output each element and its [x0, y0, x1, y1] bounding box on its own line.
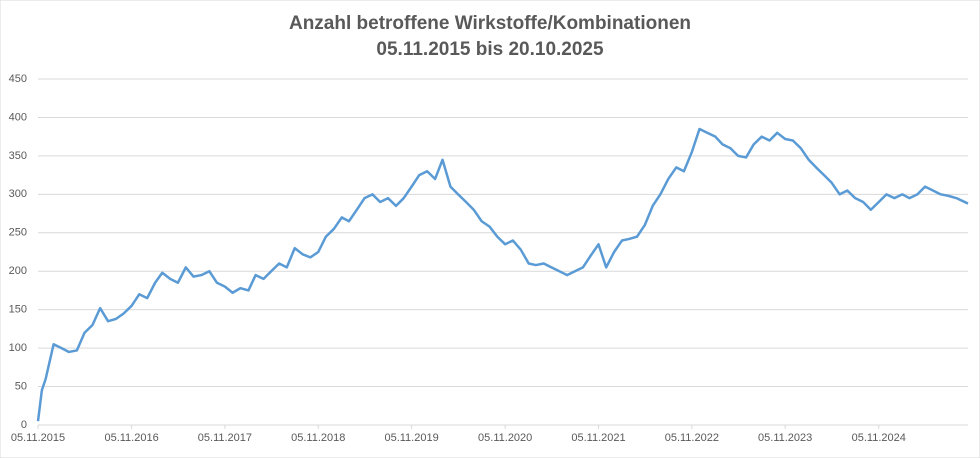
y-tick-label: 50 — [15, 380, 27, 392]
chart-subtitle: 05.11.2015 bis 20.10.2025 — [376, 39, 604, 60]
x-tick-label: 05.11.2017 — [198, 432, 252, 444]
x-tick-label: 05.11.2021 — [571, 432, 625, 444]
x-tick-label: 05.11.2023 — [758, 432, 812, 444]
y-tick-label: 300 — [9, 188, 27, 200]
x-tick-label: 05.11.2024 — [852, 432, 906, 444]
x-tick-label: 05.11.2018 — [291, 432, 345, 444]
data-line — [36, 127, 969, 422]
x-tick-label: 05.11.2022 — [665, 432, 719, 444]
x-tick-label: 05.11.2020 — [478, 432, 532, 444]
y-tick-label: 250 — [9, 227, 27, 239]
x-tick-label: 05.11.2016 — [104, 432, 158, 444]
y-tick-label: 0 — [21, 419, 27, 431]
y-tick-label: 350 — [9, 150, 27, 162]
x-tick-label: 05.11.2015 — [11, 432, 65, 444]
y-tick-label: 400 — [9, 111, 27, 123]
x-tick-label: 05.11.2019 — [384, 432, 438, 444]
y-tick-label: 450 — [9, 73, 27, 85]
y-tick-label: 150 — [9, 304, 27, 316]
y-tick-label: 100 — [9, 342, 27, 354]
chart-title: Anzahl betroffene Wirkstoffe/Kombination… — [289, 13, 691, 34]
y-tick-label: 200 — [9, 265, 27, 277]
